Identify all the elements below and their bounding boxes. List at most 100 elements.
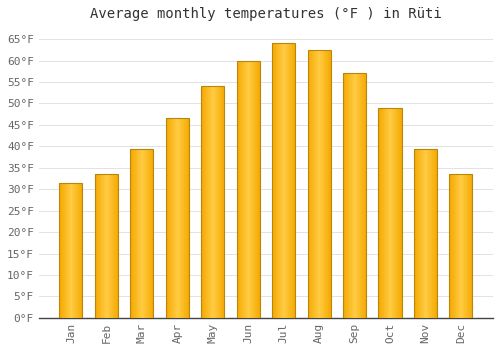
Bar bbox=[464, 174, 465, 318]
Bar bbox=[75, 183, 76, 318]
Bar bbox=[397, 108, 398, 318]
Bar bbox=[432, 148, 433, 318]
Bar bbox=[211, 86, 212, 318]
Bar bbox=[316, 50, 317, 318]
Bar bbox=[215, 86, 216, 318]
Bar bbox=[378, 108, 402, 318]
Bar bbox=[180, 119, 181, 318]
Bar bbox=[355, 74, 356, 318]
Bar bbox=[132, 148, 133, 318]
Bar bbox=[363, 74, 364, 318]
Bar bbox=[168, 119, 169, 318]
Bar bbox=[166, 119, 189, 318]
Bar bbox=[223, 86, 224, 318]
Bar bbox=[68, 183, 69, 318]
Bar bbox=[468, 174, 469, 318]
Bar bbox=[204, 86, 206, 318]
Bar bbox=[436, 148, 437, 318]
Bar bbox=[151, 148, 152, 318]
Bar bbox=[110, 174, 111, 318]
Bar bbox=[347, 74, 348, 318]
Bar bbox=[259, 61, 260, 318]
Bar bbox=[378, 108, 379, 318]
Bar bbox=[396, 108, 397, 318]
Bar bbox=[206, 86, 207, 318]
Bar bbox=[257, 61, 258, 318]
Bar bbox=[416, 148, 417, 318]
Bar bbox=[469, 174, 470, 318]
Bar bbox=[325, 50, 326, 318]
Bar bbox=[134, 148, 135, 318]
Bar bbox=[288, 43, 289, 318]
Bar bbox=[149, 148, 150, 318]
Bar bbox=[289, 43, 290, 318]
Bar bbox=[152, 148, 153, 318]
Bar bbox=[272, 43, 295, 318]
Bar bbox=[252, 61, 253, 318]
Bar bbox=[388, 108, 389, 318]
Bar bbox=[101, 174, 102, 318]
Bar bbox=[353, 74, 354, 318]
Bar bbox=[382, 108, 383, 318]
Bar bbox=[138, 148, 139, 318]
Bar bbox=[365, 74, 366, 318]
Bar bbox=[150, 148, 151, 318]
Bar bbox=[425, 148, 426, 318]
Bar bbox=[453, 174, 454, 318]
Bar bbox=[431, 148, 432, 318]
Bar bbox=[210, 86, 211, 318]
Bar bbox=[451, 174, 452, 318]
Bar bbox=[181, 119, 182, 318]
Bar bbox=[357, 74, 358, 318]
Bar bbox=[364, 74, 365, 318]
Bar bbox=[243, 61, 244, 318]
Bar bbox=[95, 174, 96, 318]
Bar bbox=[350, 74, 351, 318]
Bar bbox=[239, 61, 240, 318]
Bar bbox=[315, 50, 316, 318]
Bar bbox=[348, 74, 349, 318]
Bar bbox=[242, 61, 243, 318]
Bar bbox=[320, 50, 321, 318]
Bar bbox=[386, 108, 387, 318]
Bar bbox=[308, 50, 330, 318]
Bar bbox=[213, 86, 214, 318]
Bar bbox=[172, 119, 174, 318]
Bar bbox=[384, 108, 385, 318]
Bar bbox=[103, 174, 104, 318]
Bar bbox=[284, 43, 285, 318]
Bar bbox=[245, 61, 246, 318]
Bar bbox=[428, 148, 429, 318]
Bar bbox=[358, 74, 359, 318]
Bar bbox=[185, 119, 186, 318]
Bar bbox=[183, 119, 184, 318]
Bar bbox=[414, 148, 437, 318]
Bar bbox=[415, 148, 416, 318]
Bar bbox=[318, 50, 319, 318]
Bar bbox=[294, 43, 295, 318]
Bar bbox=[280, 43, 281, 318]
Bar bbox=[328, 50, 329, 318]
Bar bbox=[95, 174, 118, 318]
Bar bbox=[417, 148, 418, 318]
Bar bbox=[321, 50, 322, 318]
Bar bbox=[76, 183, 78, 318]
Bar bbox=[344, 74, 345, 318]
Bar bbox=[323, 50, 324, 318]
Bar bbox=[60, 183, 61, 318]
Bar bbox=[153, 148, 154, 318]
Bar bbox=[175, 119, 176, 318]
Bar bbox=[379, 108, 380, 318]
Bar bbox=[393, 108, 394, 318]
Bar bbox=[251, 61, 252, 318]
Bar bbox=[78, 183, 79, 318]
Bar bbox=[466, 174, 467, 318]
Bar bbox=[287, 43, 288, 318]
Bar bbox=[236, 61, 260, 318]
Bar bbox=[345, 74, 346, 318]
Bar bbox=[343, 74, 344, 318]
Bar bbox=[148, 148, 149, 318]
Bar bbox=[99, 174, 100, 318]
Bar bbox=[467, 174, 468, 318]
Bar bbox=[97, 174, 98, 318]
